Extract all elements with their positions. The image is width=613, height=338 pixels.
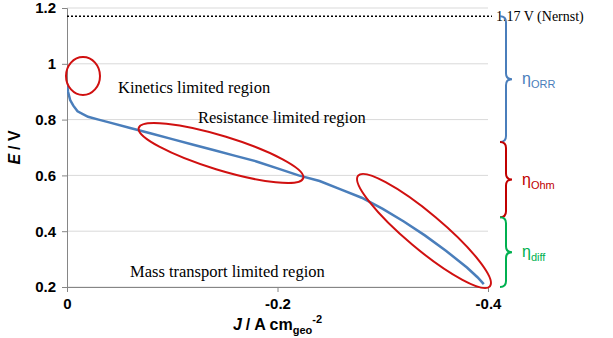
tick: 1 [48,55,67,72]
y-axis-unit: / V [6,130,23,150]
tick-mark [62,8,67,9]
x-axis-superscript: -2 [312,313,322,325]
x-axis-title: J/ A cmgeo-2 [233,313,322,336]
overpotential-bracket [500,142,512,217]
tick-mark [62,120,67,121]
y-axis: 0.2 0.4 0.6 0.8 1 1.2 [35,0,67,295]
region-label: Kinetics limited region [118,78,270,97]
overpotential-label: ηOhm [522,171,555,191]
overpotential-bracket [500,16,512,142]
tick-mark [62,287,67,288]
tick: -0.2 [265,287,291,312]
reference-label: 1.17 V (Nernst) [496,9,584,25]
tick-label: 0.4 [35,223,57,240]
tick-mark [62,175,67,176]
tick-mark [278,287,279,292]
tick: 0.4 [35,223,67,240]
overpotential-label: ηdiff [522,243,546,263]
chart: 0 -0.2 -0.4 0.2 0.4 0.6 0.8 1 1.2 J/ A cmgeo-2 E / … [0,0,613,338]
overpotential-symbol: η [522,243,531,260]
polarization-curve [67,83,484,284]
overpotential-bracket [500,217,512,287]
grid-line [67,175,488,176]
overpotential-symbol: η [522,70,531,87]
tick-label: 0.6 [35,167,56,184]
y-axis-title: E / V [6,130,23,165]
region-ellipse [347,162,502,300]
overpotential-subscript: diff [531,251,546,263]
x-axis-unit: / A cm [246,316,293,333]
grid-line [67,8,488,9]
tick: 0 [63,287,71,312]
reference-line [67,16,492,18]
axis-line [62,9,68,288]
tick-label: 0.2 [35,278,56,295]
x-axis-symbol: J [233,316,243,333]
axis-line [68,288,489,293]
tick: 0.6 [35,167,67,184]
grid [67,8,488,287]
tick: 1.2 [35,0,67,16]
tick: 0.2 [35,278,67,295]
tick-mark [62,231,67,232]
x-axis-subscript: geo [293,324,313,336]
tick-mark [62,64,67,65]
overpotential-symbol: η [522,171,531,188]
tick-label: 0 [63,295,71,312]
tick-label: -0.4 [476,295,503,312]
region-ellipse [66,57,100,95]
tick-label: 0.8 [35,111,56,128]
x-axis: 0 -0.2 -0.4 [63,287,502,312]
tick-label: -0.2 [265,295,291,312]
grid-line [67,63,488,64]
y-axis-symbol: E [6,153,23,165]
overpotential-label: ηORR [522,70,555,90]
tick-label: 1 [48,55,56,72]
tick: 0.8 [35,111,67,128]
region-label: Mass transport limited region [130,262,325,281]
grid-line [67,231,488,232]
tick: -0.4 [476,287,503,312]
tick-label: 1.2 [35,0,56,16]
region-label: Resistance limited region [198,108,366,127]
plot-area [67,83,484,284]
overpotential-subscript: ORR [531,78,556,90]
overpotential-subscript: Ohm [531,179,555,191]
